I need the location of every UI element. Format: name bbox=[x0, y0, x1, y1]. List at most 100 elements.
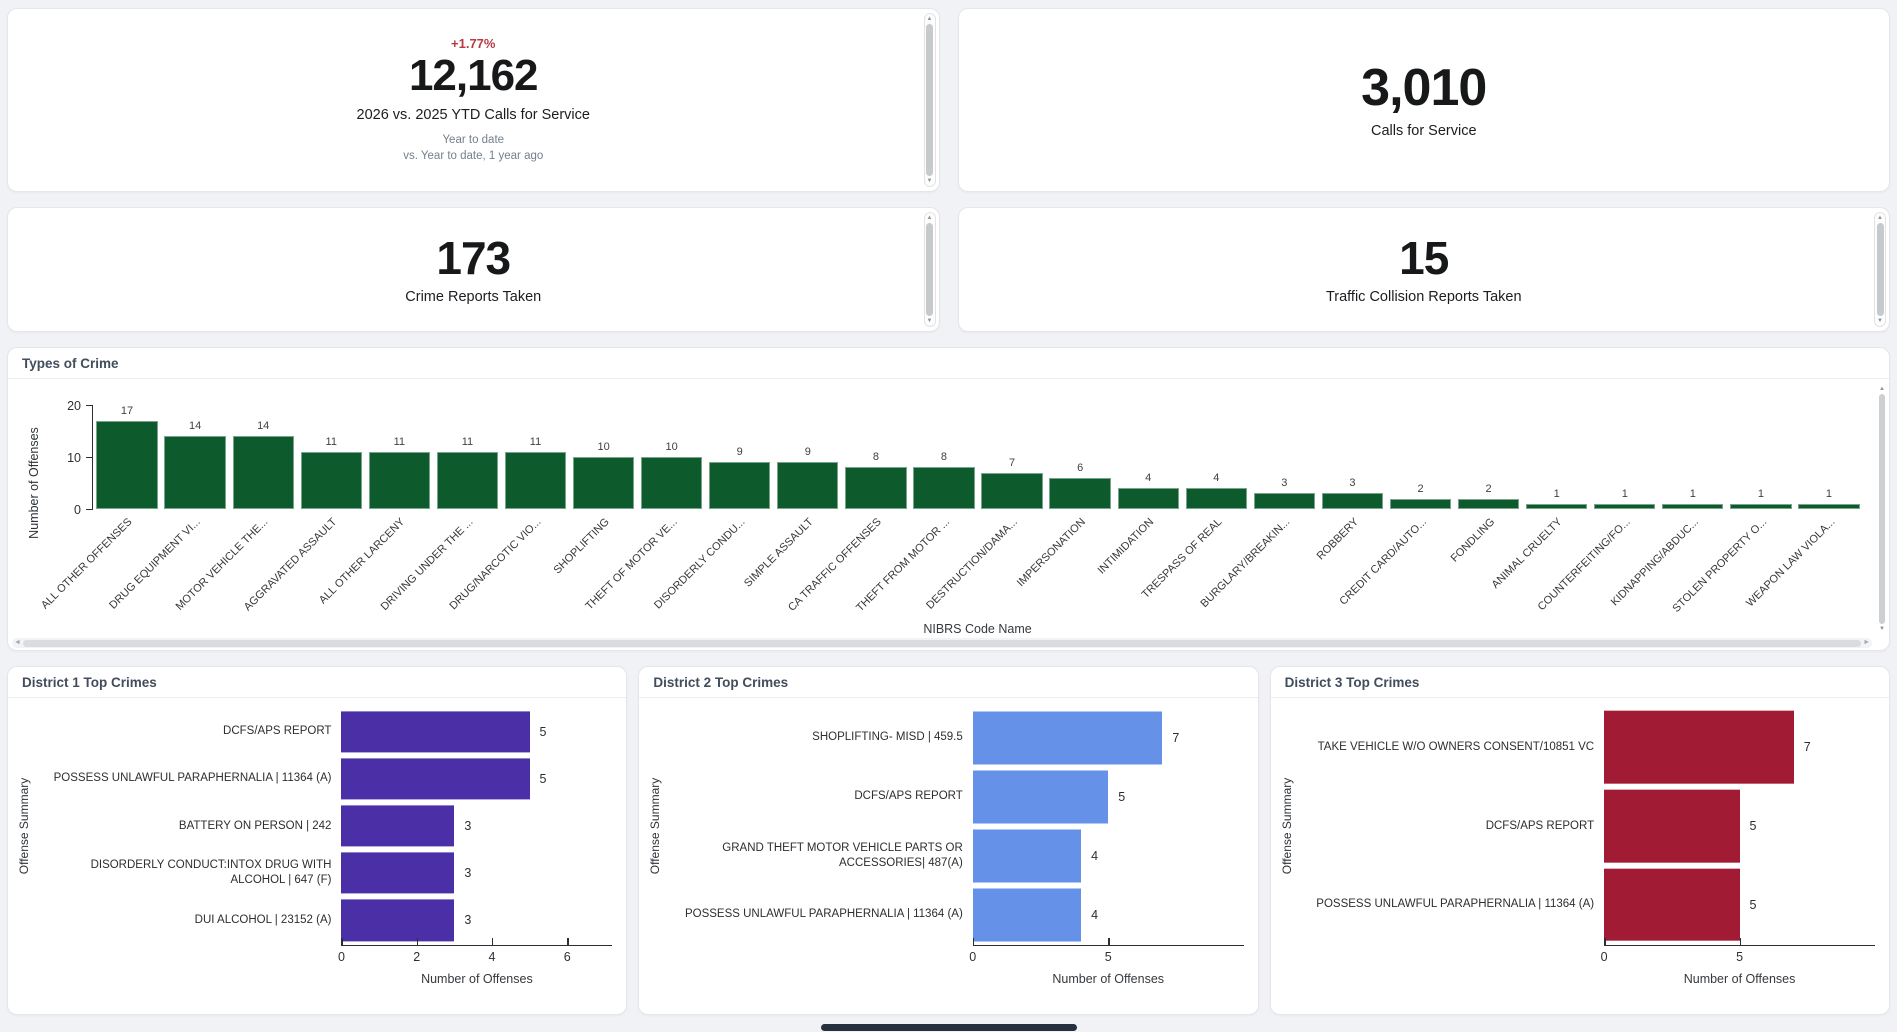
bar[interactable] bbox=[1798, 503, 1860, 509]
x-tick-label: 0 bbox=[969, 950, 977, 964]
bar-value-label: 9 bbox=[804, 446, 811, 459]
x-tick-labels: ALL OTHER OFFENSES DRUG EQUIPMENT VI... MO… bbox=[39, 509, 1863, 622]
page-bottom-scroll-indicator[interactable] bbox=[820, 1024, 1077, 1031]
x-tick-label: FONDLING bbox=[1448, 516, 1497, 565]
chart-title-district-3: District 3 Top Crimes bbox=[1270, 667, 1889, 698]
scroll-down-icon[interactable]: ▼ bbox=[1877, 318, 1883, 324]
x-tick-label: 4 bbox=[488, 950, 496, 964]
bar[interactable] bbox=[981, 472, 1043, 509]
chart-row: POSSESS UNLAWFUL PARAPHERNALIA | 11364 (… bbox=[1299, 865, 1875, 944]
scroll-down-icon[interactable]: ▼ bbox=[926, 318, 933, 324]
bar-area: 5 bbox=[341, 708, 612, 755]
bar-area: 3 bbox=[341, 850, 612, 897]
scroll-left-icon[interactable]: ◄ bbox=[14, 639, 21, 646]
bar[interactable] bbox=[572, 457, 635, 509]
scroll-up-icon[interactable]: ▲ bbox=[1877, 215, 1883, 221]
bar[interactable] bbox=[504, 451, 567, 509]
bar[interactable] bbox=[1526, 503, 1588, 509]
bar-slot: 6 bbox=[1046, 405, 1114, 509]
bar-value-label: 1 bbox=[1553, 487, 1560, 500]
scroll-up-icon[interactable]: ▲ bbox=[926, 16, 933, 22]
scrollbar-thumb[interactable] bbox=[1876, 223, 1884, 316]
bar-slot: 10 bbox=[570, 405, 638, 509]
bar-value-label: 1 bbox=[1825, 487, 1833, 500]
bar[interactable] bbox=[1604, 868, 1740, 942]
chart-horizontal-scrollbar[interactable]: ◄ ► bbox=[12, 638, 1872, 648]
bar[interactable] bbox=[368, 451, 430, 509]
card-vertical-scrollbar[interactable]: ▲ ▼ bbox=[1874, 212, 1886, 327]
bar[interactable] bbox=[1321, 493, 1384, 509]
bar[interactable] bbox=[1730, 503, 1792, 509]
plot-area: 0 10 20 17 14 14 11 11 11 11 10 10 9 9 8 8 7 6 4 4 3 3 2 2 1 1 1 1 1 bbox=[67, 399, 1863, 517]
card-vertical-scrollbar[interactable]: ▲ ▼ bbox=[923, 13, 936, 187]
bar[interactable] bbox=[972, 888, 1082, 941]
bar[interactable] bbox=[1049, 477, 1111, 509]
kpi-card-crime-reports: 173 Crime Reports Taken ▲ ▼ bbox=[7, 207, 940, 332]
y-axis-label: Offense Summary bbox=[648, 777, 663, 875]
bar-value-label: 2 bbox=[1417, 482, 1424, 495]
bar[interactable] bbox=[972, 770, 1109, 823]
scrollbar-thumb[interactable] bbox=[926, 223, 933, 316]
bar[interactable] bbox=[1389, 498, 1452, 509]
scroll-down-icon[interactable]: ▼ bbox=[1879, 626, 1885, 632]
district-3-chart: Offense Summary TAKE VEHICLE W/O OWNERS C… bbox=[1271, 698, 1889, 997]
scrollbar-thumb[interactable] bbox=[1879, 394, 1885, 624]
bar[interactable] bbox=[777, 462, 839, 509]
scroll-up-icon[interactable]: ▲ bbox=[1879, 386, 1885, 392]
chart-row: DCFS/APS REPORT 5 bbox=[1299, 787, 1875, 866]
category-label: DCFS/APS REPORT bbox=[1485, 819, 1595, 832]
bar[interactable] bbox=[96, 420, 158, 509]
bar-area: 7 bbox=[1604, 708, 1875, 787]
x-axis-label: Number of Offenses bbox=[421, 972, 533, 986]
bar[interactable] bbox=[1604, 710, 1794, 784]
kpi-value-traffic-collisions: 15 bbox=[1399, 231, 1449, 284]
scroll-up-icon[interactable]: ▲ bbox=[926, 215, 933, 221]
bar[interactable] bbox=[436, 451, 499, 509]
scrollbar-thumb[interactable] bbox=[22, 639, 1862, 647]
bar[interactable] bbox=[1457, 498, 1520, 509]
scrollbar-thumb[interactable] bbox=[926, 24, 933, 176]
bar-value-label: 10 bbox=[665, 441, 678, 453]
bar[interactable] bbox=[1604, 789, 1740, 863]
bar[interactable] bbox=[341, 710, 530, 753]
kpi-change-percent: +1.77% bbox=[451, 36, 496, 52]
scroll-right-icon[interactable]: ► bbox=[1863, 639, 1870, 646]
x-tick-mark bbox=[1739, 938, 1742, 946]
bar-area: 4 bbox=[972, 826, 1244, 885]
bar[interactable] bbox=[709, 462, 771, 509]
bar-value-label: 5 bbox=[1749, 819, 1757, 833]
bar[interactable] bbox=[845, 467, 907, 509]
bar-value-label: 8 bbox=[940, 451, 948, 464]
chart-vertical-scrollbar[interactable]: ▲ ▼ bbox=[1877, 384, 1887, 634]
bar-slot: 10 bbox=[638, 405, 706, 509]
bar[interactable] bbox=[972, 829, 1082, 882]
bar[interactable] bbox=[341, 758, 530, 800]
bar[interactable] bbox=[913, 467, 975, 509]
bar[interactable] bbox=[1185, 488, 1247, 509]
category-label: DCFS/APS REPORT bbox=[854, 790, 963, 803]
card-vertical-scrollbar[interactable]: ▲ ▼ bbox=[923, 212, 936, 327]
bar-value-label: 3 bbox=[464, 913, 472, 928]
kpi-row-1: +1.77% 12,162 2026 vs. 2025 YTD Calls fo… bbox=[7, 8, 1890, 192]
bar[interactable] bbox=[232, 436, 294, 509]
bar[interactable] bbox=[300, 451, 362, 509]
bar[interactable] bbox=[341, 899, 455, 942]
bar-value-label: 1 bbox=[1689, 487, 1696, 500]
bar-slot: 4 bbox=[1182, 405, 1250, 509]
bar[interactable] bbox=[1662, 503, 1724, 509]
bar-value-label: 9 bbox=[736, 446, 743, 459]
bar[interactable] bbox=[1594, 503, 1656, 509]
bar[interactable] bbox=[164, 436, 226, 509]
scroll-down-icon[interactable]: ▼ bbox=[926, 178, 933, 184]
category-label: POSSESS UNLAWFUL PARAPHERNALIA | 11364 (… bbox=[1316, 898, 1595, 911]
bar-slot: 7 bbox=[978, 405, 1046, 509]
bar[interactable] bbox=[972, 711, 1163, 764]
x-tick-mark bbox=[491, 938, 494, 946]
bar-slot: 1 bbox=[1795, 405, 1863, 509]
bar[interactable] bbox=[1117, 488, 1179, 509]
bar[interactable] bbox=[341, 852, 455, 894]
bar[interactable] bbox=[341, 805, 455, 847]
bar-value-label: 11 bbox=[461, 435, 474, 448]
bar[interactable] bbox=[641, 457, 703, 509]
bar[interactable] bbox=[1253, 493, 1315, 509]
